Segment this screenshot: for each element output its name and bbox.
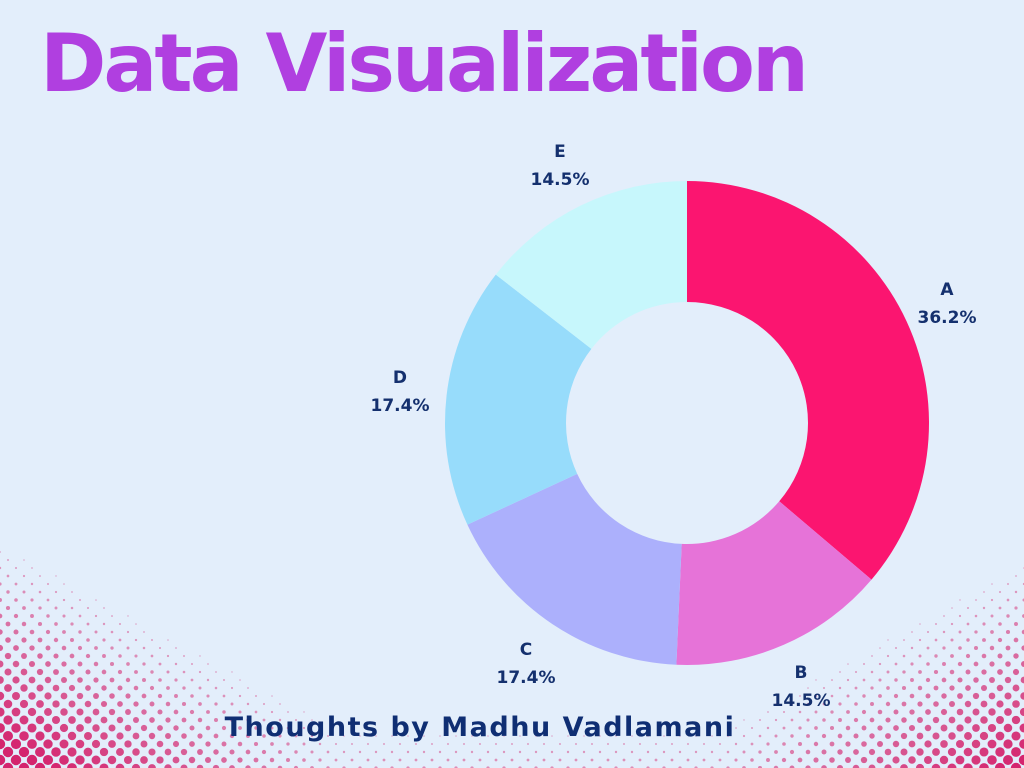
label-b-name: B <box>794 663 808 683</box>
slice-a <box>687 181 929 580</box>
slice-b <box>676 501 872 665</box>
slice-c <box>467 473 682 665</box>
label-a-value: 36.2% <box>917 308 977 328</box>
slice-d <box>444 274 592 525</box>
label-c-name: C <box>519 640 533 660</box>
label-c: C 17.4% <box>497 636 556 692</box>
label-a-name: A <box>940 280 954 300</box>
label-e: E 14.5% <box>531 138 590 194</box>
label-e-name: E <box>554 142 566 162</box>
page-title: Data Visualization <box>40 17 809 110</box>
label-a: A 36.2% <box>918 276 977 332</box>
label-c-value: 17.4% <box>496 668 556 688</box>
label-b-value: 14.5% <box>771 691 831 711</box>
label-e-value: 14.5% <box>530 170 590 190</box>
slice-e <box>495 181 687 349</box>
label-d-name: D <box>392 368 408 388</box>
label-b: B 14.5% <box>772 659 831 715</box>
author-footer: Thoughts by Madhu Vadlamani <box>224 712 736 743</box>
label-d-value: 17.4% <box>370 396 430 416</box>
label-d: D 17.4% <box>371 364 430 420</box>
